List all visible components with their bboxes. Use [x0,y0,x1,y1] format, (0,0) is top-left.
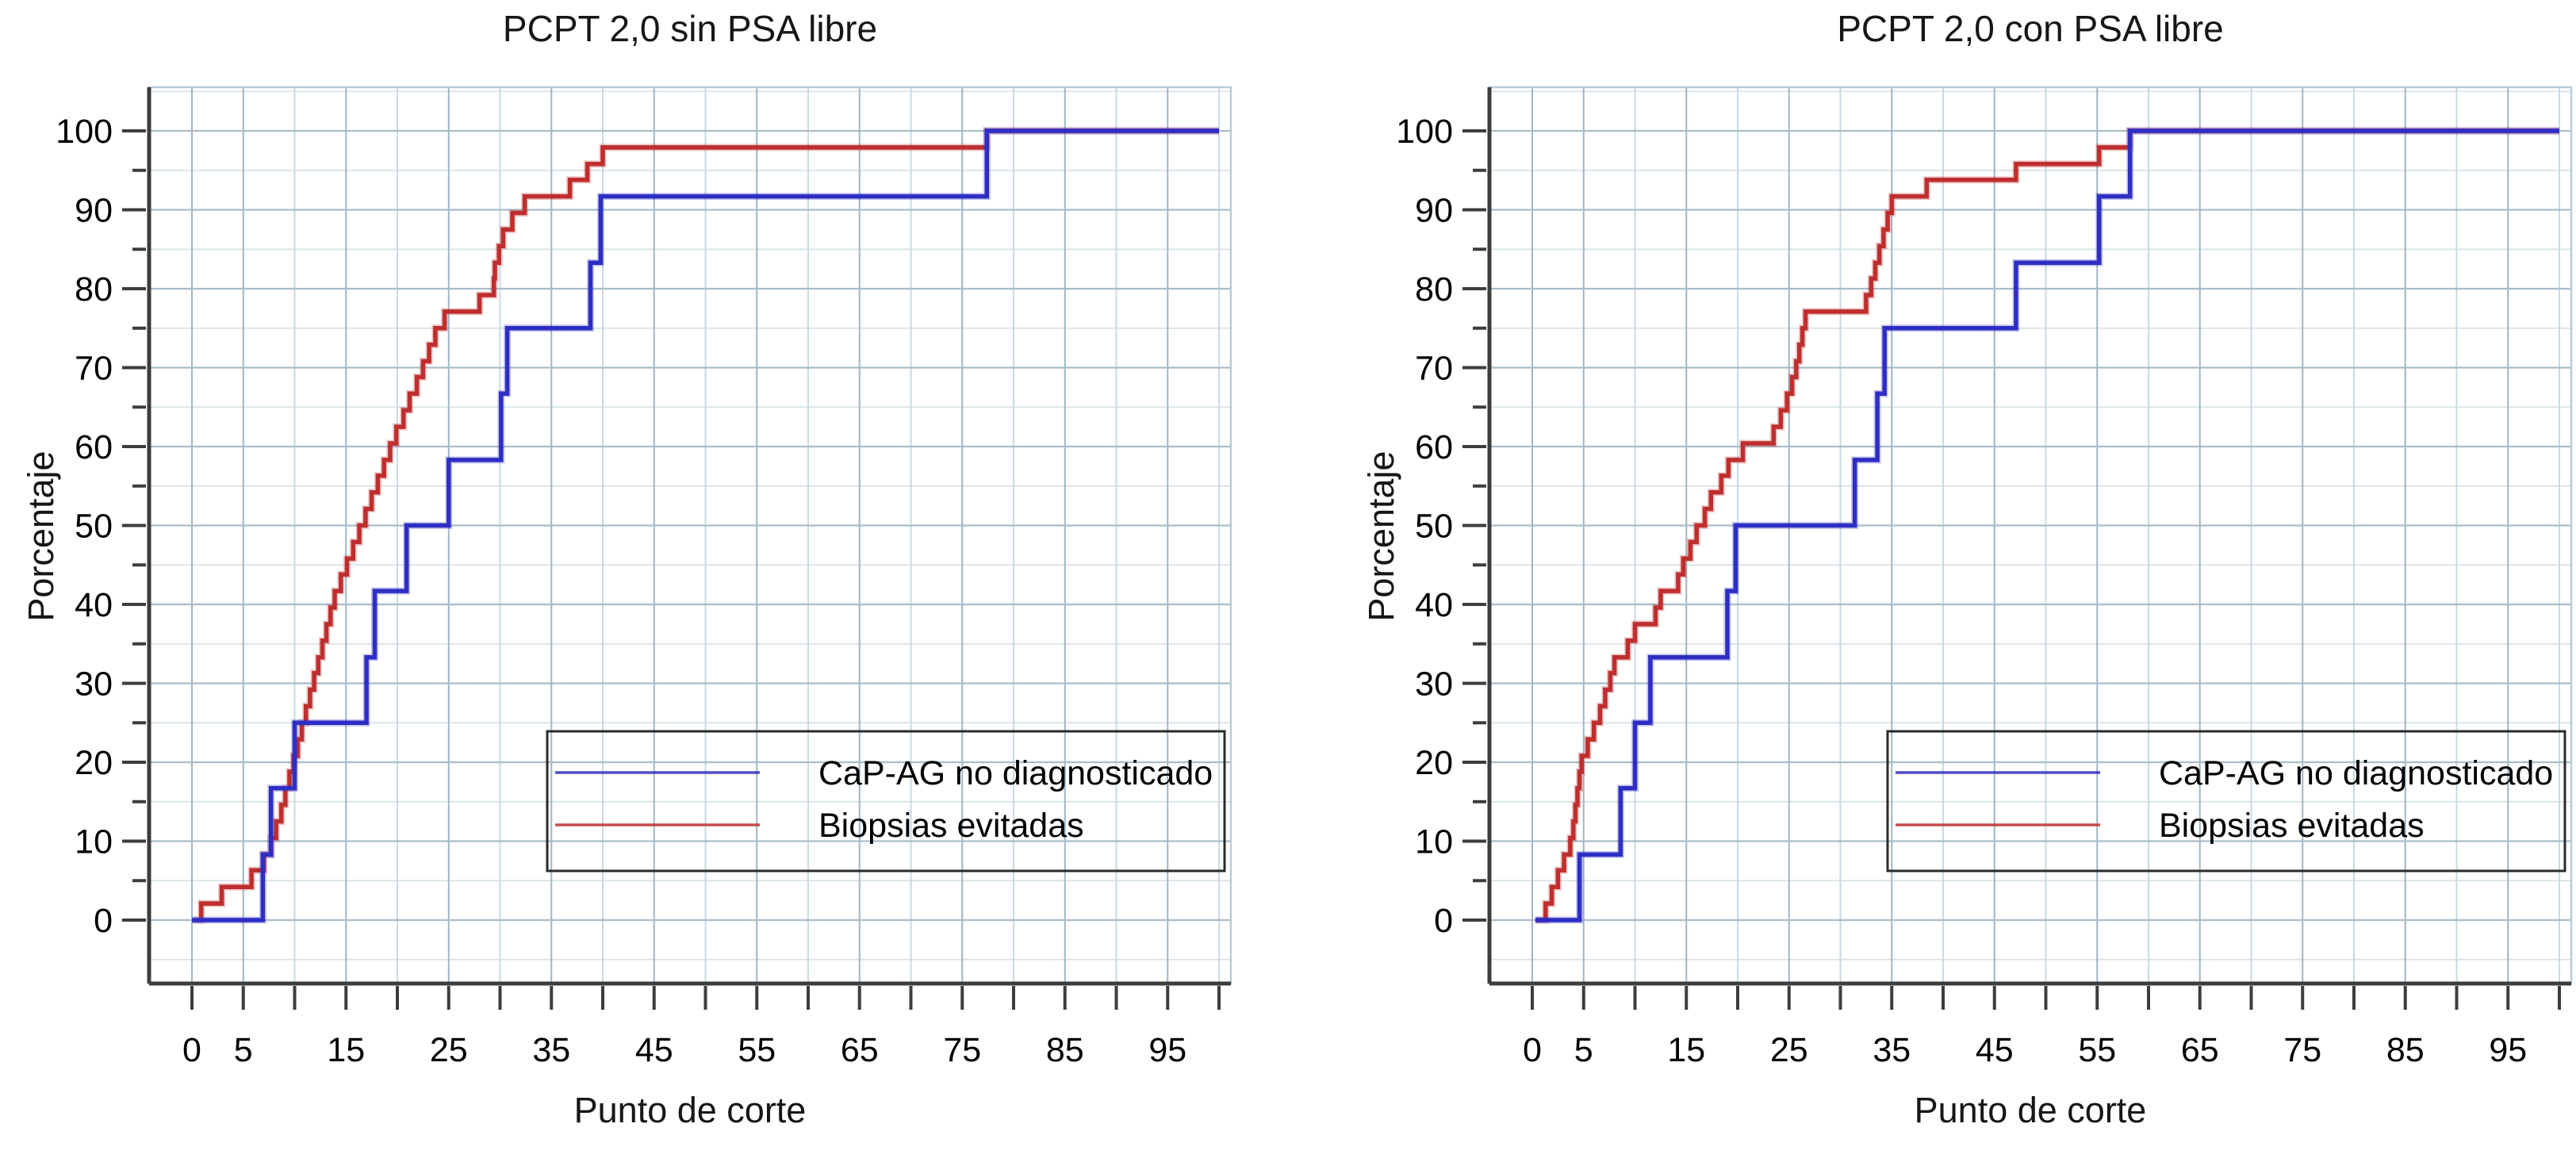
y-tick-label: 40 [75,586,113,624]
x-tick-label: 25 [1770,1031,1808,1069]
x-tick-label: 35 [1873,1031,1911,1069]
y-tick-label: 100 [1396,113,1453,151]
x-tick-label: 5 [1574,1031,1593,1069]
legend-label-cap-ag: CaP-AG no diagnosticado [2159,754,2553,792]
x-tick-label: 75 [2283,1031,2321,1069]
chart-title-right: PCPT 2,0 con PSA libre [1837,8,2224,49]
chart-panel-right: PCPT 2,0 con PSA libre Porcentaje 0 10 20 3… [1340,0,2576,1162]
y-tick-label: 70 [75,350,113,388]
y-tick-label: 10 [75,823,113,861]
x-tick-label: 75 [943,1031,981,1069]
x-axis-title-left: Punto de corte [573,1090,807,1130]
x-tick-label: 55 [738,1031,776,1069]
legend-label-cap-ag: CaP-AG no diagnosticado [818,754,1213,792]
legend-box [546,730,1226,872]
series-biopsias [1535,128,2559,922]
y-tick-label: 20 [75,744,113,782]
y-tick-label: 60 [75,428,113,466]
x-tick-label: 65 [2181,1031,2219,1069]
y-tick-label: 80 [75,270,113,309]
y-tick-label: 0 [1434,902,1453,940]
x-tick-label: 5 [234,1031,253,1069]
x-tick-label: 0 [1523,1031,1542,1069]
x-tick-label: 85 [1046,1031,1084,1069]
y-tick-label: 80 [1415,270,1453,309]
x-tick-label: 35 [532,1031,570,1069]
y-tick-label: 10 [1415,823,1453,861]
y-tick-label: 0 [94,902,113,940]
legend-label-biopsias: Biopsias evitadas [2159,807,2425,845]
x-tick-label: 25 [430,1031,468,1069]
y-tick-label: 90 [75,192,113,230]
y-tick-label: 60 [1415,428,1453,466]
y-tick-label: 20 [1415,744,1453,782]
y-tick-label: 100 [56,113,113,151]
y-tick-label: 40 [1415,586,1453,624]
plot-frame [148,86,1232,985]
x-tick-label: 95 [1148,1031,1186,1069]
x-tick-label: 45 [1976,1031,2014,1069]
plot-frame [1488,86,2573,985]
legend-box [1886,730,2566,872]
x-tick-label: 45 [635,1031,673,1069]
y-tick-label: 50 [75,508,113,546]
y-tick-label: 90 [1415,192,1453,230]
series-cap-ag [192,128,1219,922]
x-tick-label: 15 [327,1031,365,1069]
chart-panel-left: PCPT 2,0 sin PSA libre Porcentaje 0 10 20 3… [21,8,1232,1130]
x-tick-label: 55 [2078,1031,2116,1069]
series-cap-ag [1535,128,2559,922]
legend-label-biopsias: Biopsias evitadas [818,807,1084,845]
chart-title-left: PCPT 2,0 sin PSA libre [502,8,878,49]
x-tick-label: 65 [841,1031,879,1069]
x-tick-label: 85 [2386,1031,2425,1069]
y-tick-label: 50 [1415,508,1453,546]
x-tick-label: 15 [1667,1031,1705,1069]
x-axis-title-right: Punto de corte [1914,1090,2147,1130]
x-tick-label: 0 [182,1031,201,1069]
y-tick-label: 70 [1415,350,1453,388]
y-tick-label: 30 [1415,665,1453,704]
x-tick-label: 95 [2489,1031,2527,1069]
y-tick-label: 30 [75,665,113,704]
